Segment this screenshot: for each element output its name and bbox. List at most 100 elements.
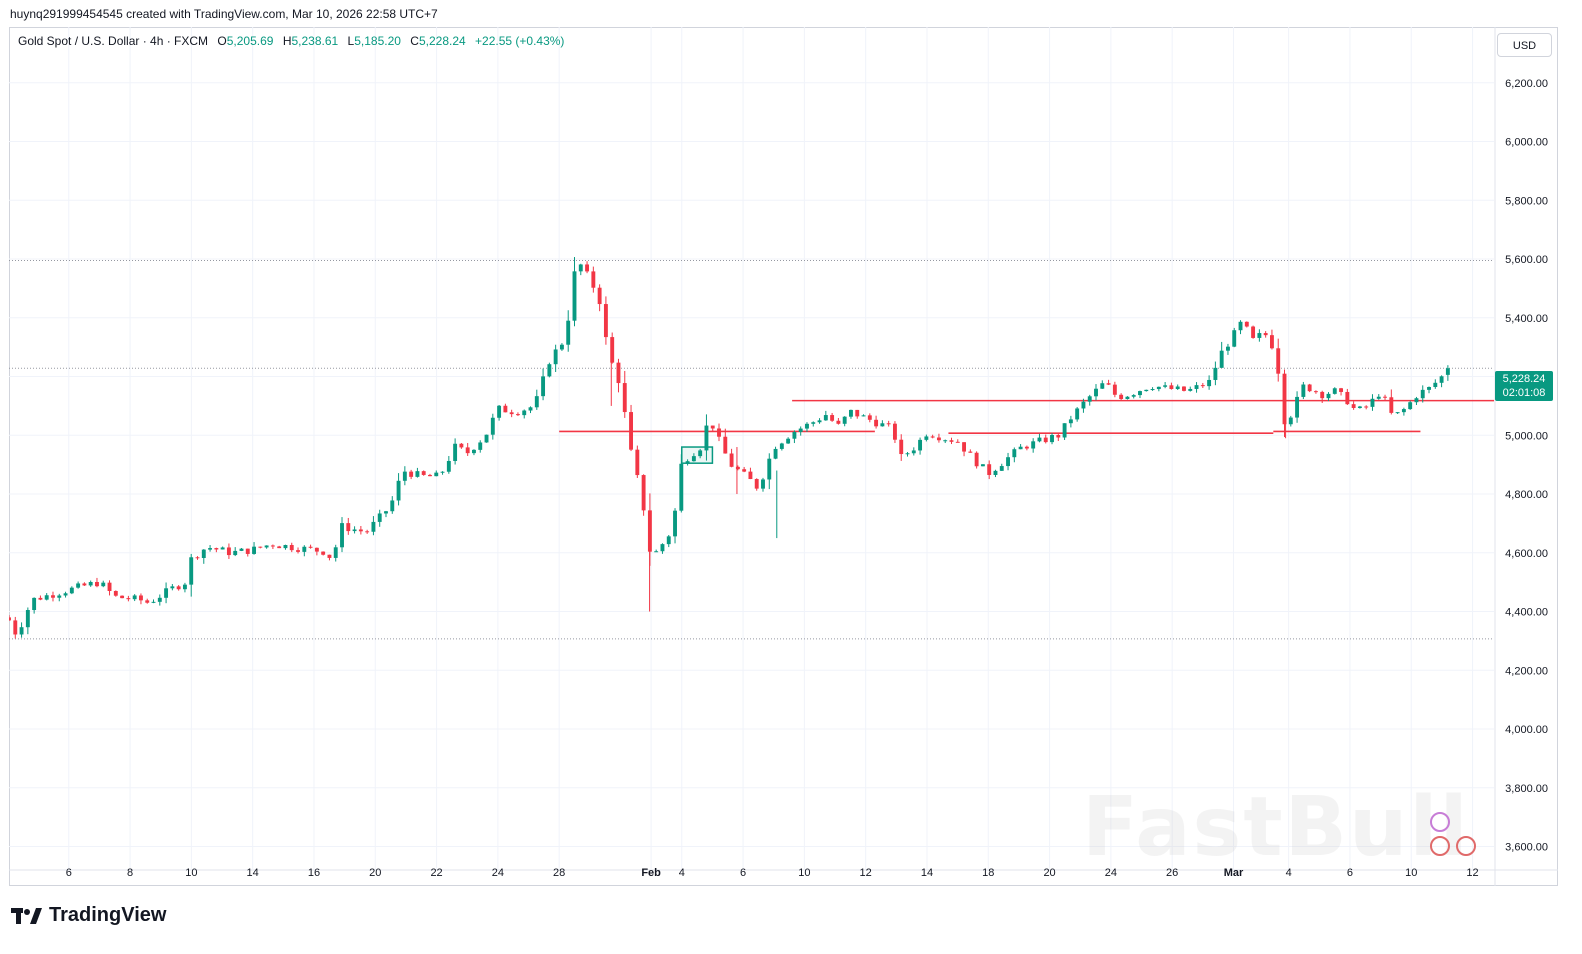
candle-body <box>208 548 213 550</box>
candle-down <box>459 443 464 449</box>
candle-body <box>1125 396 1130 399</box>
y-tick-label: 4,600.00 <box>1505 548 1548 560</box>
candle-up <box>666 534 671 548</box>
candle-body <box>82 583 87 586</box>
candle-body <box>402 471 407 481</box>
candle-up <box>1018 444 1023 450</box>
candle-up <box>1125 396 1130 400</box>
change-value: +22.55 (+0.43%) <box>475 34 565 48</box>
candle-down <box>717 423 721 442</box>
y-tick-label: 4,200.00 <box>1505 665 1548 677</box>
close-label: C <box>410 34 419 48</box>
candle-down <box>610 332 615 364</box>
candle-body <box>396 480 401 501</box>
price-chart[interactable]: 3,600.00 3,800.00 4,000.00 4,200.00 4,400.00… <box>9 27 1558 886</box>
candle-up <box>302 545 307 557</box>
candle-body <box>679 463 684 511</box>
candle-body <box>918 439 923 451</box>
candle-body <box>132 595 137 600</box>
candle-up <box>233 547 238 557</box>
candle-up <box>170 584 175 591</box>
brand-text: TradingView <box>49 904 167 926</box>
bar-countdown: 02:01:08 <box>1502 387 1546 399</box>
candle-body <box>691 456 696 462</box>
candle-body <box>1144 389 1149 392</box>
candle-body <box>830 415 835 421</box>
candle-down <box>723 428 728 454</box>
candle-down <box>1263 331 1268 338</box>
y-tick-label: 4,400.00 <box>1505 607 1548 619</box>
candle-up <box>572 257 577 327</box>
candle-body <box>377 513 382 522</box>
candle-up <box>1006 452 1010 471</box>
candle-body <box>1257 333 1262 338</box>
candle-body <box>1288 417 1293 425</box>
candle-up <box>541 368 546 401</box>
candle-body <box>258 546 263 548</box>
candle-up <box>798 426 803 436</box>
candle-body <box>1263 333 1268 336</box>
candle-up <box>1207 375 1212 390</box>
candle-body <box>855 409 860 417</box>
tradingview-logo[interactable]: TradingView <box>11 904 166 927</box>
candle-body <box>515 414 520 416</box>
candle-body <box>1182 386 1186 391</box>
candle-up <box>698 448 703 459</box>
candle-up <box>201 549 206 564</box>
y-tick-label: 5,800.00 <box>1505 195 1548 207</box>
candle-up <box>182 582 187 593</box>
candle-up <box>1062 423 1067 440</box>
candle-body <box>296 550 300 552</box>
candle-down <box>1251 325 1256 339</box>
x-tick-label: 20 <box>369 867 381 879</box>
candle-up <box>371 516 376 536</box>
candle-body <box>603 304 608 338</box>
open-label: O <box>217 34 227 48</box>
candle-body <box>1169 385 1174 390</box>
candle-body <box>629 412 633 450</box>
candle-body <box>798 428 803 432</box>
candle-up <box>402 466 407 486</box>
candle-body <box>1408 402 1413 410</box>
candle-body <box>786 438 791 444</box>
candle-body <box>289 545 294 551</box>
candle-down <box>509 409 514 418</box>
candle-body <box>578 264 583 272</box>
candle-up <box>811 421 816 427</box>
candle-body <box>164 588 169 598</box>
candle-body <box>1351 404 1356 409</box>
candle-body <box>1313 391 1318 393</box>
x-tick-label: 12 <box>860 867 872 879</box>
candle-body <box>811 422 816 424</box>
candle-body <box>365 531 370 533</box>
candle-body <box>729 453 734 467</box>
candle-up <box>1376 394 1381 400</box>
candle-body <box>892 423 897 440</box>
candle-up <box>1094 384 1098 401</box>
candle-body <box>1087 396 1092 402</box>
candle-body <box>25 610 30 628</box>
candle-up <box>1050 433 1054 445</box>
x-tick-label: 10 <box>185 867 197 879</box>
candle-body <box>1395 412 1400 414</box>
candle-down <box>710 425 715 432</box>
candle-body <box>453 443 458 461</box>
currency-selector[interactable]: USD <box>1497 33 1552 57</box>
candle-body <box>1194 385 1199 389</box>
candle-body <box>553 349 558 365</box>
candle-body <box>195 557 200 559</box>
candle-down <box>836 418 841 425</box>
candle-body <box>352 529 357 532</box>
candle-up <box>691 453 696 462</box>
candle-body <box>145 600 150 603</box>
chart-frame <box>9 27 1558 886</box>
candle-body <box>723 436 728 454</box>
candle-body <box>32 597 37 611</box>
candle-down <box>365 529 370 534</box>
candle-body <box>113 590 118 596</box>
candle-body <box>465 447 470 454</box>
candle-up <box>786 437 791 444</box>
candle-body <box>710 425 715 429</box>
candle-up <box>69 586 74 595</box>
candle-body <box>999 466 1004 471</box>
